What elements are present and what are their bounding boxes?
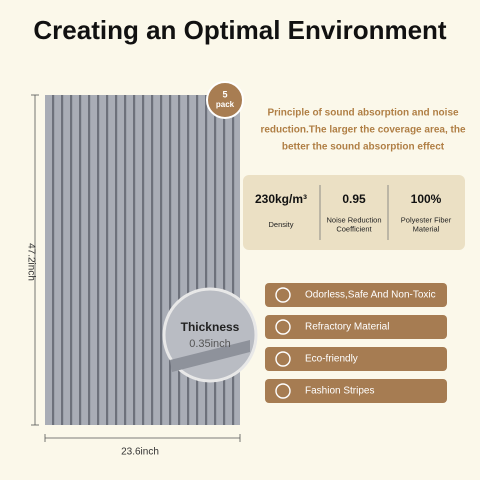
features: Odorless,Safe And Non-Toxic Refractory Ma… bbox=[265, 283, 447, 403]
stripe-gap bbox=[124, 95, 127, 425]
magnifier-edge bbox=[170, 340, 250, 372]
description-line: better the sound absorption effect bbox=[282, 142, 445, 153]
stripe-gap bbox=[196, 95, 199, 425]
stripe-gap bbox=[97, 95, 100, 425]
stat-value: 0.95 bbox=[342, 192, 366, 206]
stripe-gap bbox=[142, 95, 145, 425]
feature-icon bbox=[275, 383, 291, 399]
thickness-value: 0.35inch bbox=[189, 338, 231, 350]
stripe-gap bbox=[151, 95, 154, 425]
stripe-gap bbox=[52, 95, 55, 425]
feature-pill bbox=[265, 347, 447, 371]
feature-pill bbox=[265, 315, 447, 339]
stat-label: Polyester Fiber bbox=[401, 215, 452, 224]
stripe-gap bbox=[169, 95, 172, 425]
description-line: reduction.The larger the coverage area, … bbox=[260, 125, 466, 136]
feature-icon bbox=[275, 287, 291, 303]
stripe-gap bbox=[178, 95, 181, 425]
badge bbox=[206, 81, 244, 119]
stat-label: Coefficient bbox=[336, 224, 372, 233]
stat-value: 230kg/m³ bbox=[255, 192, 307, 206]
stripe-gap bbox=[70, 95, 73, 425]
panel bbox=[45, 95, 240, 425]
stat-label: Density bbox=[268, 220, 293, 229]
height-label: 47.2inch bbox=[25, 243, 36, 281]
stripe-gap bbox=[133, 95, 136, 425]
stripe-gap bbox=[61, 95, 64, 425]
thickness-title: Thickness bbox=[181, 320, 240, 334]
stripe-gap bbox=[88, 95, 91, 425]
stripe-gap bbox=[205, 95, 208, 425]
stat-label: Noise Reduction bbox=[326, 215, 381, 224]
stripe-gap bbox=[187, 95, 190, 425]
stripe-gap bbox=[115, 95, 118, 425]
stripe-gap bbox=[232, 95, 235, 425]
feature-icon bbox=[275, 319, 291, 335]
stats: 230kg/m³ Density 0.95 Noise ReductionCoeffi… bbox=[255, 192, 452, 233]
feature-text: Eco-friendly bbox=[305, 354, 358, 365]
feature-text: Refractory Material bbox=[305, 322, 389, 333]
magnifier: Thickness 0.35inch bbox=[162, 287, 258, 383]
stripe-gap bbox=[160, 95, 163, 425]
stat-value: 100% bbox=[411, 192, 442, 206]
stripe-gap bbox=[214, 95, 217, 425]
stripe-gap bbox=[79, 95, 82, 425]
feature-text: Fashion Stripes bbox=[305, 386, 374, 397]
stripe-gap bbox=[223, 95, 226, 425]
feature-pill bbox=[265, 379, 447, 403]
feature-pill bbox=[265, 283, 447, 307]
stat-label: Material bbox=[413, 224, 440, 233]
stripe-gap bbox=[106, 95, 109, 425]
width-label: 23.6inch bbox=[121, 447, 159, 458]
badge-count: 5 bbox=[222, 89, 227, 99]
feature-icon bbox=[275, 351, 291, 367]
description-line: Principle of sound absorption and noise bbox=[267, 108, 459, 119]
feature-text: Odorless,Safe And Non-Toxic bbox=[305, 290, 436, 301]
stats-box bbox=[243, 175, 465, 250]
title: Creating an Optimal Environment bbox=[33, 15, 447, 45]
badge-unit: pack bbox=[216, 100, 235, 109]
